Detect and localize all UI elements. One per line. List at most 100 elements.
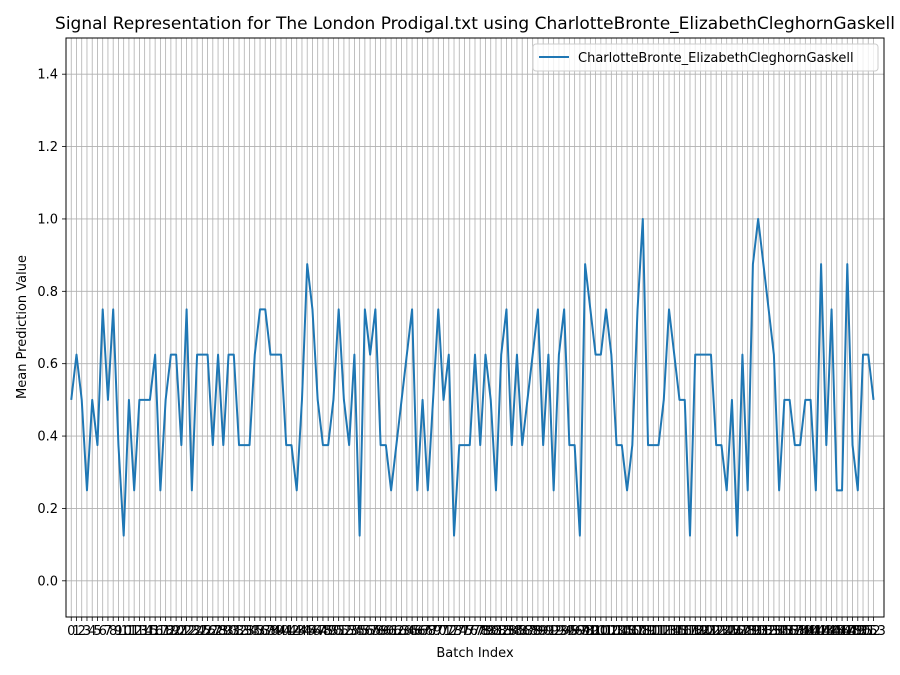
x-tick-label: 89 [530,624,547,639]
x-tick-label: 129 [735,624,760,639]
x-tick-label: 144 [814,624,839,639]
x-tick-label: 108 [625,624,650,639]
x-tick-label: 58 [367,624,384,639]
x-tick-label: 110 [636,624,661,639]
x-tick-label: 117 [672,624,697,639]
y-tick-label: 1.2 [37,140,58,155]
x-tick-label: 54 [346,624,363,639]
x-tick-label: 16 [147,624,164,639]
y-tick-label: 0.6 [37,357,58,372]
x-tick-label: 130 [740,624,765,639]
x-tick-label: 79 [477,624,494,639]
x-tick-label: 127 [725,624,750,639]
x-tick-label: 118 [678,624,703,639]
x-tick-label: 115 [662,624,687,639]
x-tick-label: 124 [709,624,734,639]
x-tick-label: 34 [241,624,258,639]
x-tick-label: 71 [435,624,452,639]
x-tick-label: 20 [168,624,185,639]
x-tick-label: 78 [472,624,489,639]
x-tick-label: 141 [798,624,823,639]
x-tick-label: 37 [257,624,274,639]
x-tick-label: 29 [215,624,232,639]
x-tick-label: 74 [451,624,468,639]
x-tick-label: 91 [540,624,557,639]
y-tick-label: 0.2 [37,502,58,517]
x-tick-label: 98 [577,624,594,639]
x-tick-label: 151 [851,624,876,639]
x-tick-label: 100 [583,624,608,639]
x-tick-label: 122 [699,624,724,639]
x-tick-label: 148 [835,624,860,639]
x-tick-label: 73 [446,624,463,639]
x-tick-label: 65 [404,624,421,639]
x-tick-label: 101 [588,624,613,639]
x-tick-label: 135 [767,624,792,639]
x-tick-label: 59 [372,624,389,639]
x-tick-label: 70 [430,624,447,639]
x-tick-label: 119 [683,624,708,639]
x-tick-label: 31 [226,624,243,639]
x-tick-label: 147 [830,624,855,639]
x-tick-label: 28 [210,624,227,639]
x-tick-label: 63 [393,624,410,639]
x-tick-label: 90 [535,624,552,639]
x-tick-label: 1 [72,624,80,639]
x-tick-label: 131 [746,624,771,639]
x-tick-label: 30 [220,624,237,639]
x-tick-label: 82 [493,624,510,639]
x-tick-label: 99 [582,624,599,639]
x-tick-label: 33 [236,624,253,639]
x-tick-label: 72 [441,624,458,639]
x-tick-label: 69 [425,624,442,639]
x-tick-label: 136 [772,624,797,639]
x-tick-label: 46 [304,624,321,639]
x-tick-label: 87 [519,624,536,639]
x-tick-label: 107 [620,624,645,639]
x-tick-label: 2 [78,624,86,639]
x-tick-label: 150 [845,624,870,639]
x-tick-label: 139 [788,624,813,639]
x-tick-label: 15 [142,624,159,639]
x-tick-label: 138 [782,624,807,639]
x-tick-label: 61 [383,624,400,639]
x-tick-label: 4 [88,624,96,639]
x-tick-label: 40 [273,624,290,639]
x-tick-label: 50 [325,624,342,639]
x-tick-label: 133 [756,624,781,639]
x-tick-label: 24 [189,624,206,639]
x-tick-label: 6 [99,624,107,639]
x-tick-label: 38 [262,624,279,639]
x-tick-label: 44 [294,624,311,639]
x-tick-label: 57 [362,624,379,639]
x-tick-label: 86 [514,624,531,639]
x-tick-label: 134 [761,624,786,639]
legend: CharlotteBronte_ElizabethCleghornGaskell [532,43,879,72]
x-tick-label: 113 [651,624,676,639]
x-tick-label: 114 [657,624,682,639]
x-tick-label: 49 [320,624,337,639]
y-tick-label: 0.4 [37,430,58,445]
x-tick-label: 21 [173,624,190,639]
y-tick-label: 0.8 [37,285,58,300]
x-tick-label: 64 [399,624,416,639]
x-tick-label: 39 [267,624,284,639]
x-tick-label: 126 [720,624,745,639]
x-tick-label: 149 [840,624,865,639]
x-tick-label: 36 [252,624,269,639]
x-tick-label: 25 [194,624,211,639]
x-tick-label: 94 [556,624,573,639]
series-line [70,217,875,537]
x-tick-label: 47 [309,624,326,639]
x-tick-label: 3 [83,624,91,639]
x-tick-label: 5 [93,624,101,639]
x-tick-label: 12 [126,624,143,639]
grid [66,38,884,617]
x-tick-label: 60 [378,624,395,639]
x-tick-label: 123 [704,624,729,639]
x-tick-label: 140 [793,624,818,639]
x-tick-label: 26 [199,624,216,639]
legend-box [532,43,879,72]
x-tick-label: 68 [420,624,437,639]
series-layer [70,217,875,537]
